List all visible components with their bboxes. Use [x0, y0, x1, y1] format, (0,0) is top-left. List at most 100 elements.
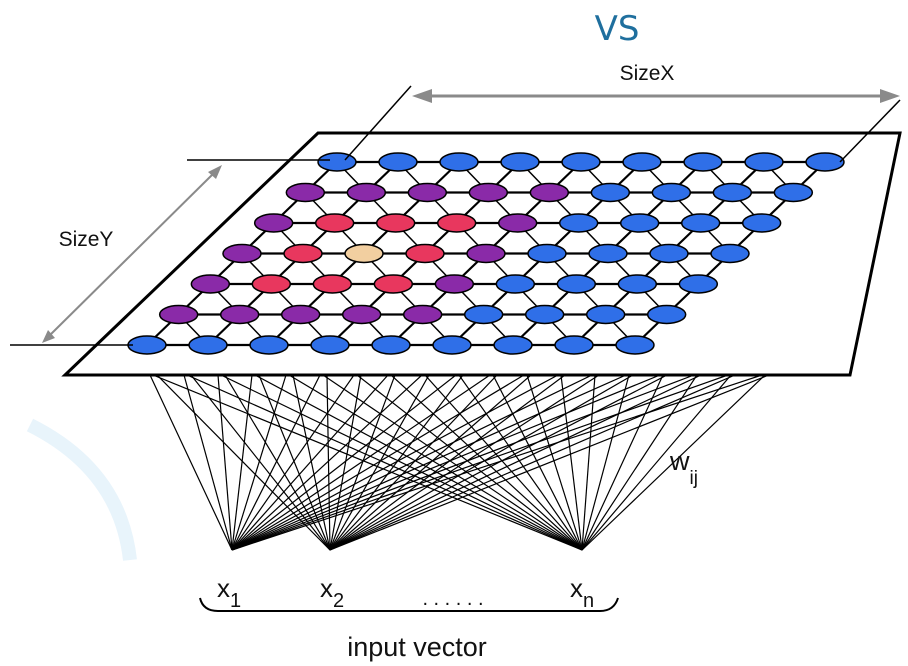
weight-line [231, 374, 525, 551]
weight-line [581, 374, 630, 551]
weight-line [217, 374, 233, 551]
weight-line [492, 374, 583, 551]
weight-line [390, 374, 583, 551]
neuron-node [466, 243, 506, 264]
neuron-node [683, 152, 723, 172]
neuron-node [249, 335, 289, 355]
neuron-node [283, 243, 323, 264]
neuron-node [773, 182, 814, 203]
weight-line [329, 374, 566, 551]
neuron-node [378, 152, 418, 172]
weight-line [581, 374, 698, 551]
winner-neuron [344, 243, 384, 264]
weight-line [329, 374, 362, 551]
neuron-node [317, 152, 357, 172]
weight-line [231, 374, 355, 551]
weight-line [329, 374, 600, 551]
neuron-node [588, 243, 628, 264]
neuron-grid [127, 152, 845, 355]
weight-line [186, 374, 583, 551]
weight-line [231, 374, 321, 551]
neuron-node [493, 335, 533, 355]
weight-line [231, 374, 763, 551]
neuron-node [310, 335, 350, 355]
weight-line [329, 374, 668, 551]
neuron-node [219, 304, 260, 325]
weight-label-sub: ij [690, 468, 698, 489]
neuron-node [375, 213, 416, 233]
neuron-node [253, 213, 294, 233]
neuron-node [407, 182, 448, 203]
weight-line [329, 374, 430, 551]
weight-line [329, 374, 396, 551]
weight-line [329, 374, 532, 551]
neuron-node [402, 304, 443, 325]
weight-line [329, 374, 498, 551]
title-text: VS [595, 9, 640, 49]
neuron-node [432, 335, 472, 355]
neuron-node [741, 213, 782, 233]
weight-line [231, 374, 491, 551]
neuron-node [651, 182, 692, 203]
weight-label: wij [669, 446, 698, 489]
weight-label-base: w [669, 446, 690, 476]
weight-connections [149, 374, 770, 551]
neuron-node [649, 243, 689, 264]
neuron-node [346, 182, 387, 203]
weight-line [254, 374, 583, 551]
weight-line [322, 374, 583, 551]
neuron-node [314, 213, 355, 233]
sizex-label: SizeX [620, 62, 675, 85]
neuron-node [615, 335, 655, 355]
weight-line [458, 374, 583, 551]
neuron-node [805, 152, 845, 172]
neuron-node [680, 213, 721, 233]
neuron-node [529, 182, 570, 203]
weight-line [231, 374, 729, 551]
neuron-node [527, 243, 567, 264]
weight-line [220, 374, 583, 551]
neuron-node [500, 152, 540, 172]
weight-line [149, 374, 233, 551]
weight-line [231, 374, 661, 551]
input-x1-base: x [217, 573, 230, 603]
weight-line [356, 374, 583, 551]
neuron-node [434, 274, 475, 294]
sizey-arrow-top [208, 165, 222, 179]
neuron-node [190, 274, 231, 294]
weight-line [329, 374, 464, 551]
input-x1: x1 [217, 573, 241, 612]
input-vector-label: input vector [347, 632, 487, 662]
weight-line [183, 374, 233, 551]
sizex-arrow-left [412, 89, 432, 103]
neuron-node [497, 213, 538, 233]
weight-line [329, 374, 770, 551]
weight-line [329, 374, 702, 551]
weight-line [231, 374, 423, 551]
neuron-node [712, 182, 753, 203]
sizey-arrow-bottom [42, 330, 55, 343]
neuron-node [436, 213, 477, 233]
weight-line [224, 374, 331, 551]
sizex-arrow-right [880, 89, 900, 103]
neuron-node [617, 274, 658, 294]
input-x1-sub: 1 [230, 590, 241, 612]
neuron-node [744, 152, 784, 172]
neuron-node [678, 274, 719, 294]
weight-line [292, 374, 331, 551]
weight-line [581, 374, 732, 551]
neuron-node [646, 304, 687, 325]
weight-line [581, 374, 664, 551]
neuron-node [312, 274, 353, 294]
neuron-node [524, 304, 565, 325]
neuron-node [556, 274, 597, 294]
neuron-node [439, 152, 479, 172]
neuron-node [590, 182, 631, 203]
weight-line [190, 374, 331, 551]
input-x2-base: x [320, 573, 333, 603]
input-x2: x2 [320, 573, 344, 612]
weight-line [526, 374, 583, 551]
sizex-extension-left [344, 85, 412, 161]
neuron-node [495, 274, 536, 294]
